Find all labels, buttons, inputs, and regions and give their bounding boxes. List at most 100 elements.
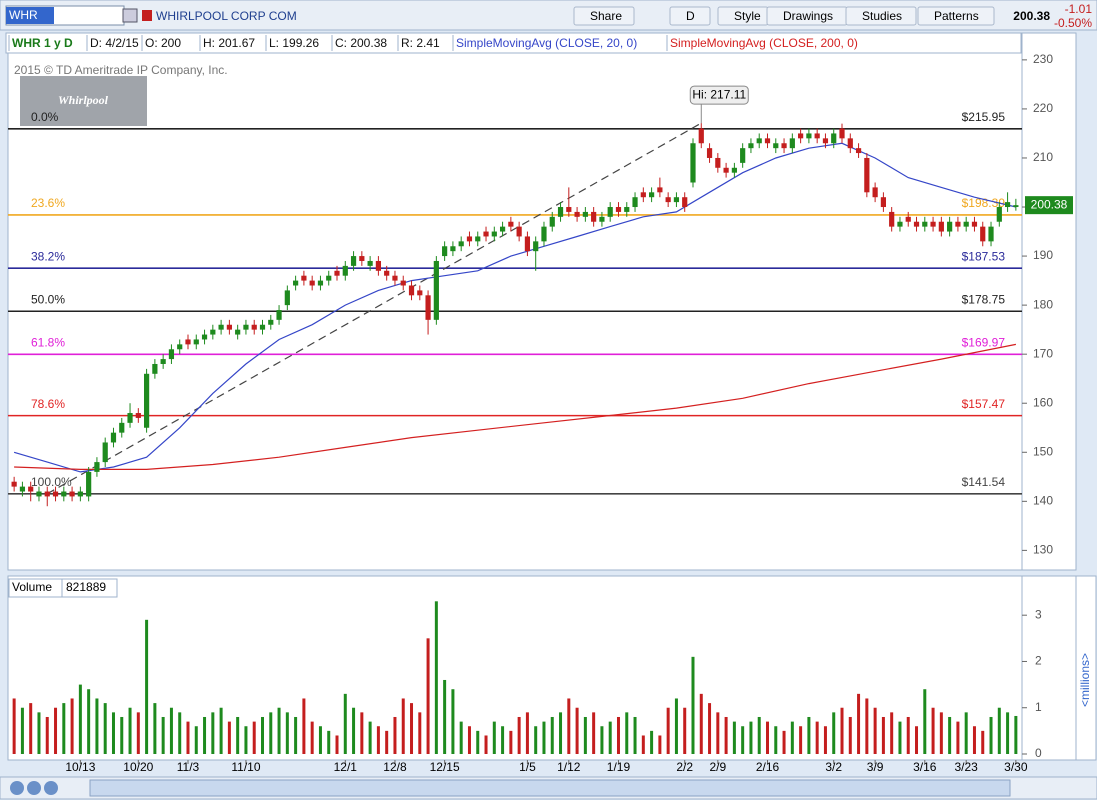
volume-bar: [476, 730, 480, 754]
symbol[interactable]: WHR: [9, 8, 38, 22]
dropdown[interactable]: [122, 8, 138, 23]
volume-bar: [939, 712, 943, 754]
candle-body: [243, 324, 249, 330]
candle-body: [615, 207, 622, 212]
candle-body: [872, 187, 878, 198]
x-tick-label: 11/10: [231, 760, 260, 774]
candle-body: [152, 363, 158, 374]
volume-bar: [683, 707, 687, 754]
x-tick-label: 12/8: [383, 760, 407, 774]
volume-bar: [964, 712, 968, 754]
scroll-thumb[interactable]: [89, 779, 1011, 797]
volume-bar: [708, 703, 712, 754]
toolbar-button-label[interactable]: Patterns: [934, 9, 979, 23]
candle-body: [541, 226, 547, 242]
volume-panel: [7, 575, 1023, 761]
volume-bar: [1006, 712, 1010, 754]
y-tick-label: 170: [1033, 346, 1053, 360]
candle-body: [28, 486, 34, 492]
candle-body: [359, 256, 365, 261]
candle-body: [77, 491, 83, 497]
info-item: D: 4/2/15: [90, 36, 139, 50]
volume-bar: [87, 689, 91, 754]
toolbar-button-label[interactable]: Drawings: [783, 9, 833, 23]
volume-bar: [128, 707, 132, 754]
candle-body: [648, 192, 655, 198]
volume-bar: [269, 712, 273, 754]
candle-body: [715, 157, 721, 168]
volume-label-bg: [1075, 575, 1097, 761]
volume-bar: [418, 712, 422, 754]
candle-body: [806, 133, 812, 139]
volume-bar: [1014, 715, 1018, 754]
toolbar-button[interactable]: [573, 6, 635, 26]
toolbar-button[interactable]: [669, 6, 711, 26]
y-tick-label: 190: [1033, 248, 1053, 262]
price-tag: [1025, 196, 1073, 215]
info-item: L: 199.26: [269, 36, 319, 50]
candle-body: [483, 231, 489, 237]
volume-unit: <millions>: [1078, 653, 1092, 707]
volume-bar: [799, 726, 803, 754]
candle-body: [251, 324, 257, 330]
volume-bar: [393, 716, 397, 754]
candle-body: [367, 260, 373, 266]
candle-body: [847, 138, 853, 149]
toolbar-button-label[interactable]: Studies: [862, 9, 902, 23]
toolbar-button-label[interactable]: D: [686, 9, 695, 23]
volume-bar: [724, 716, 728, 754]
logo-bg: [20, 76, 147, 126]
candle-body: [235, 329, 241, 335]
candle-body: [706, 148, 713, 158]
zoom-out[interactable]: [10, 781, 24, 795]
candle-body: [36, 491, 42, 497]
x-tick-label: 3/23: [955, 760, 979, 774]
candle-body: [591, 211, 597, 222]
volume-bar: [666, 707, 670, 754]
volume-bar: [136, 712, 140, 754]
x-tick-label: 12/15: [430, 760, 460, 774]
volume-bar: [873, 707, 877, 754]
zoom-in[interactable]: [27, 781, 41, 795]
toolbar-button-label[interactable]: Share: [590, 9, 622, 23]
toolbar-button-label[interactable]: Style: [734, 9, 761, 23]
volume-bar: [625, 712, 629, 754]
x-tick-label: 10/20: [123, 760, 153, 774]
volume-bar: [492, 721, 496, 754]
volume-bar: [29, 703, 33, 754]
volume-bar: [360, 712, 364, 754]
x-tick-label: 3/9: [867, 760, 884, 774]
volume-bar: [501, 726, 505, 754]
volume-title: Volume: [12, 580, 52, 594]
x-tick-label: 2/16: [756, 760, 780, 774]
zoom-reset[interactable]: [44, 781, 58, 795]
change: -1.01: [1065, 2, 1093, 16]
candle-body: [764, 138, 771, 144]
volume-bar: [915, 726, 919, 754]
price-axis-bg: [1021, 32, 1077, 571]
volume-bar: [559, 712, 563, 754]
volume-bar: [153, 703, 157, 754]
candle-body: [905, 216, 911, 222]
volume-bar: [766, 721, 769, 754]
candle-body: [127, 413, 133, 423]
volume-bar: [517, 716, 521, 754]
fib-label: 61.8%: [31, 335, 65, 349]
info-item: WHR 1 y D: [12, 36, 73, 50]
toolbar-button[interactable]: [917, 6, 995, 26]
toolbar-button[interactable]: [845, 6, 917, 26]
candle-body: [143, 373, 150, 428]
candle-body: [19, 486, 26, 492]
volume-bar: [20, 707, 24, 754]
volume-bar: [542, 721, 546, 754]
volume-bar: [823, 726, 827, 754]
candle-body: [375, 260, 382, 271]
candle-body: [317, 280, 324, 286]
x-tick-label: 10/13: [65, 760, 95, 774]
volume-bar: [186, 721, 190, 754]
volume-bar: [37, 712, 41, 754]
volume-bar: [211, 712, 215, 754]
candle-body: [442, 246, 448, 257]
volume-value: 821889: [66, 580, 106, 594]
candle-body: [698, 128, 704, 144]
